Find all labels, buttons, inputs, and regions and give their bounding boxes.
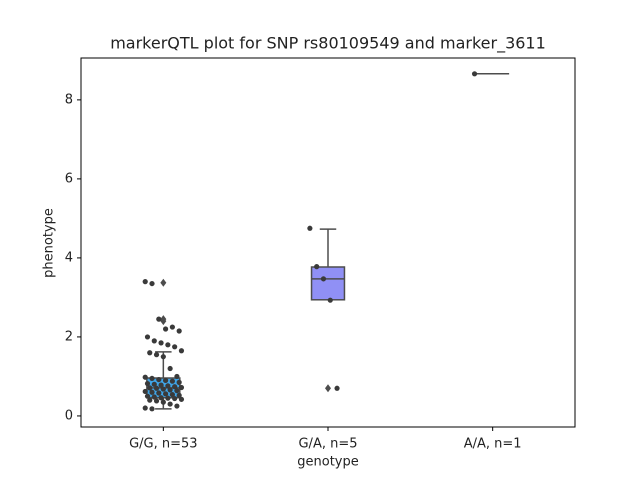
point	[156, 376, 162, 383]
y-tick-label: 6	[65, 171, 73, 186]
outlier	[160, 315, 167, 324]
point	[149, 406, 155, 412]
point	[160, 399, 166, 405]
point	[158, 340, 164, 346]
point	[174, 403, 180, 409]
point	[162, 377, 169, 383]
point	[327, 297, 333, 303]
point	[158, 395, 164, 401]
point	[176, 328, 182, 334]
point	[147, 350, 153, 356]
point	[153, 352, 160, 358]
outlier	[325, 384, 331, 393]
point	[151, 338, 157, 344]
box	[310, 266, 346, 301]
point	[174, 373, 180, 380]
y-tick-label: 4	[65, 250, 73, 265]
point	[149, 280, 155, 287]
point	[144, 393, 151, 399]
point	[160, 354, 166, 360]
point	[172, 344, 178, 350]
point	[142, 388, 148, 395]
y-axis-label: phenotype	[42, 208, 57, 278]
point	[172, 395, 178, 402]
x-tick-label: G/A, n=5	[298, 437, 357, 452]
point	[151, 381, 157, 387]
point	[165, 395, 171, 401]
point	[149, 375, 155, 382]
point	[142, 279, 148, 285]
point	[156, 316, 162, 322]
point	[169, 378, 175, 384]
point	[334, 385, 340, 391]
point	[178, 348, 185, 354]
chart-title: markerQTL plot for SNP rs80109549 and ma…	[110, 34, 546, 54]
point	[169, 324, 175, 330]
point	[307, 225, 313, 231]
point	[144, 380, 151, 387]
point	[176, 379, 182, 385]
y-tick-label: 8	[65, 92, 73, 107]
x-axis-label: genotype	[297, 455, 358, 470]
point	[169, 392, 175, 398]
point	[178, 396, 185, 402]
point	[165, 383, 171, 389]
point	[147, 397, 153, 403]
y-tick-label: 0	[65, 408, 73, 423]
point	[167, 387, 173, 393]
point	[176, 392, 182, 398]
point	[471, 71, 478, 77]
point	[144, 334, 151, 340]
point	[156, 390, 162, 396]
point	[142, 405, 148, 411]
point	[320, 276, 327, 282]
point	[167, 401, 173, 407]
point	[153, 385, 160, 391]
point	[153, 398, 160, 404]
point	[149, 389, 155, 395]
plot-frame	[80, 57, 576, 428]
point	[178, 384, 185, 391]
point	[158, 382, 164, 388]
point	[151, 394, 157, 400]
point	[172, 384, 178, 390]
point	[160, 386, 166, 392]
point	[162, 326, 169, 332]
point	[147, 385, 153, 391]
point	[167, 365, 173, 372]
outlier	[160, 278, 167, 287]
point	[174, 388, 180, 394]
point	[142, 374, 148, 380]
point	[314, 263, 320, 270]
x-tick-label: G/G, n=53	[129, 437, 197, 452]
x-tick-label: A/A, n=1	[464, 437, 522, 452]
point	[162, 391, 169, 397]
y-tick-label: 2	[65, 329, 73, 344]
point	[165, 342, 171, 348]
